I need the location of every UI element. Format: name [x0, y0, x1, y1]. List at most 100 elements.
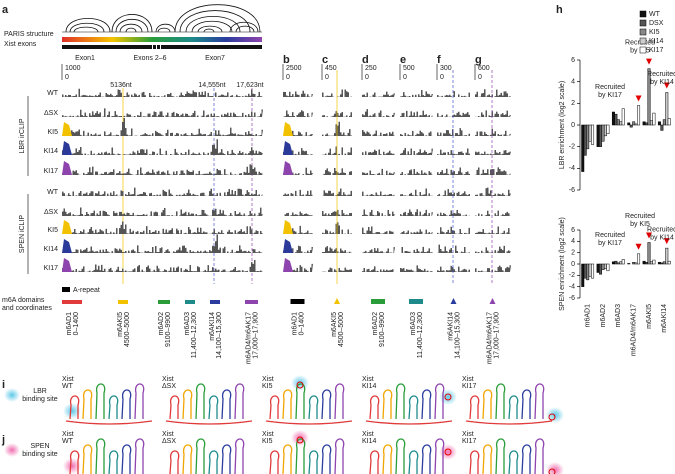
- bar: [596, 124, 600, 147]
- rna-hairpin: [95, 438, 106, 474]
- coverage-track: [437, 148, 470, 155]
- annotation: by KI17: [598, 92, 622, 99]
- exon-label: Exon7: [205, 55, 225, 62]
- rna-hairpin: [108, 450, 119, 474]
- paris-arc: [185, 16, 241, 33]
- bar: [616, 119, 620, 126]
- coverage-track: [362, 226, 395, 234]
- bar: [627, 122, 631, 126]
- bar: [645, 262, 649, 265]
- bar: [647, 68, 651, 126]
- coverage-track: [400, 110, 433, 117]
- bar: [652, 259, 656, 265]
- coverage-track: [400, 229, 433, 234]
- annotation: Recruited: [595, 232, 625, 239]
- domain-label: 14,100–15,300: [454, 312, 461, 359]
- rna-hairpin: [508, 395, 519, 420]
- coverage-peak: [283, 161, 293, 175]
- rna-hairpin: [408, 450, 419, 474]
- coverage-track: [362, 209, 395, 216]
- binding-site: [439, 389, 457, 405]
- annotation: Recruited: [647, 226, 675, 233]
- paris-arc: [179, 10, 251, 33]
- label: and coordinates: [2, 305, 52, 312]
- coverage-peak: [283, 239, 293, 253]
- domain-marker: [409, 299, 423, 304]
- bar: [591, 263, 595, 279]
- rna-hairpin: [534, 438, 545, 474]
- annotation: by KI14: [650, 234, 674, 241]
- binding-label: LBR: [33, 388, 47, 395]
- position-label: 14,555nt: [198, 82, 225, 89]
- paris-arc: [111, 14, 153, 33]
- label: 0: [440, 74, 444, 81]
- row-label: KI5: [47, 129, 58, 136]
- domain-marker: [489, 298, 496, 304]
- domain-bar: [118, 300, 128, 304]
- domain-label: 11,400–12,300: [191, 312, 198, 358]
- y-tick-label: -2: [569, 144, 575, 151]
- structure-label: KI14: [362, 383, 377, 390]
- structure-label: KI14: [362, 438, 377, 445]
- rna-hairpin: [308, 395, 319, 420]
- bar: [588, 124, 592, 142]
- domain-label: m6AKI5: [331, 312, 338, 337]
- rna-hairpin: [495, 438, 506, 474]
- y-tick-label: 2: [571, 100, 575, 107]
- coverage-track: [322, 267, 352, 272]
- domain-label: 9100–9900: [379, 312, 386, 347]
- exon-label: Exon1: [75, 55, 95, 62]
- coverage-track: [62, 108, 263, 117]
- bar: [667, 260, 671, 265]
- legend-swatch: [639, 28, 647, 36]
- bar: [637, 253, 641, 265]
- rna-hairpin: [369, 450, 380, 474]
- rna-hairpin: [182, 389, 193, 420]
- domain-label: m6AD1: [291, 312, 298, 335]
- rna-hairpin: [321, 389, 332, 420]
- label: 0: [478, 74, 482, 81]
- structure-label: WT: [62, 383, 74, 390]
- rna-hairpin: [469, 395, 480, 420]
- domain-label: m6AD4/m6AK17: [486, 312, 493, 364]
- rna-hairpin: [421, 444, 432, 474]
- panel-letter: h: [556, 4, 563, 16]
- annotation-arrow: [646, 58, 652, 65]
- bar: [627, 263, 631, 265]
- x-tick-label: m6AD2: [600, 304, 607, 327]
- knock-in: [548, 468, 556, 474]
- panel-letter: i: [2, 379, 5, 391]
- rna-hairpin: [82, 389, 93, 420]
- structure-label: KI17: [462, 383, 477, 390]
- paris-arc: [155, 23, 176, 33]
- coverage-track: [62, 221, 263, 234]
- structure-label: Xist: [462, 431, 474, 438]
- coverage-track: [362, 149, 395, 155]
- domain-label: 17,000–17,900: [493, 312, 500, 359]
- panel-letter: f: [437, 54, 441, 66]
- paris-arc: [229, 21, 259, 33]
- bar: [599, 124, 603, 147]
- structure-label: Xist: [362, 431, 374, 438]
- paris-arc: [235, 25, 255, 33]
- bar: [634, 123, 638, 126]
- bar: [632, 121, 636, 126]
- domain-bar: [158, 300, 170, 304]
- rna-hairpin: [408, 395, 419, 420]
- bar: [642, 121, 646, 126]
- binding-site: [63, 403, 81, 419]
- coverage-peak: [283, 141, 293, 155]
- domain-marker: [371, 299, 385, 304]
- knock-in: [296, 436, 304, 444]
- structure-label: Xist: [362, 376, 374, 383]
- rna-hairpin: [208, 450, 219, 474]
- coverage-peak: [62, 161, 72, 175]
- coverage-track: [322, 188, 352, 196]
- rna-hairpin: [308, 450, 319, 474]
- coverage-track: [283, 110, 313, 117]
- coverage-track: [62, 207, 263, 216]
- coverage-track: [62, 259, 263, 272]
- rna-base: [465, 420, 553, 425]
- bar: [603, 263, 607, 269]
- row-label: KI17: [44, 265, 59, 272]
